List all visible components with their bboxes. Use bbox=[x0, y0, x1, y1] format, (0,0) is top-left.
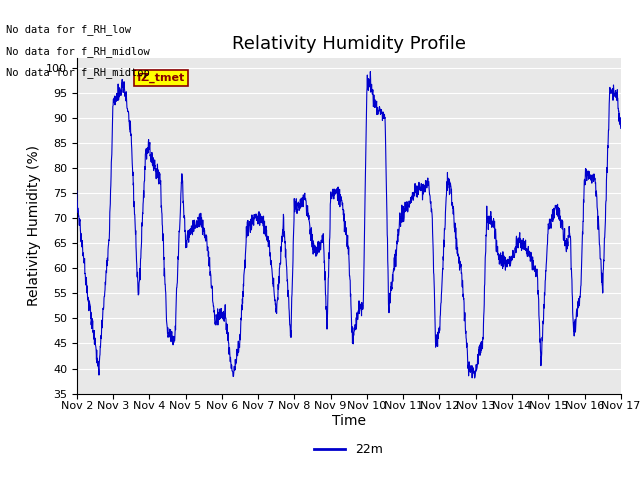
Legend: 22m: 22m bbox=[309, 438, 388, 461]
Text: fZ_tmet: fZ_tmet bbox=[137, 73, 185, 83]
Title: Relativity Humidity Profile: Relativity Humidity Profile bbox=[232, 35, 466, 53]
Y-axis label: Relativity Humidity (%): Relativity Humidity (%) bbox=[26, 145, 40, 306]
X-axis label: Time: Time bbox=[332, 414, 366, 428]
Text: No data for f_RH_midlow: No data for f_RH_midlow bbox=[6, 46, 150, 57]
Text: No data for f_RH_midtop: No data for f_RH_midtop bbox=[6, 67, 150, 78]
Text: No data for f_RH_low: No data for f_RH_low bbox=[6, 24, 131, 35]
